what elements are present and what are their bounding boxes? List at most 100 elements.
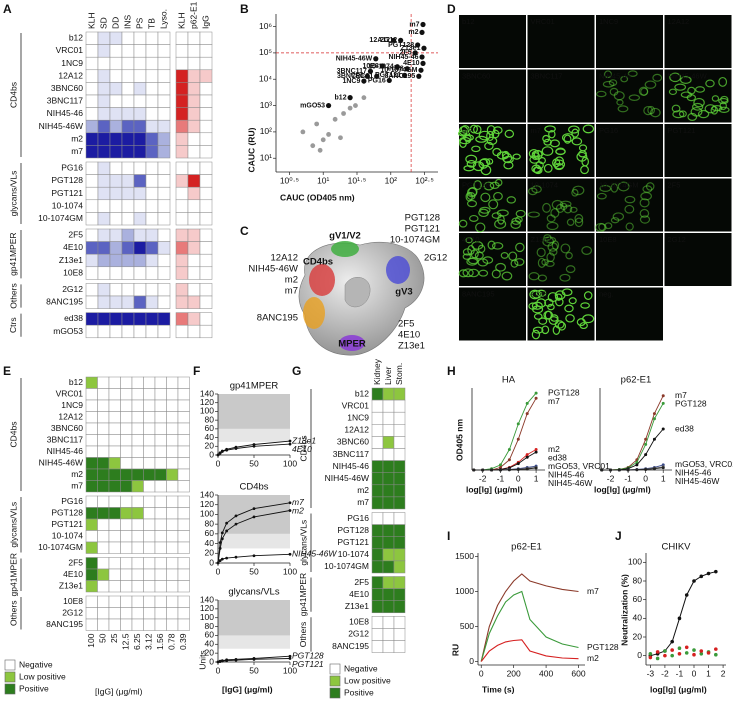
data-point bbox=[320, 137, 326, 143]
heat-cell bbox=[199, 174, 213, 188]
y-tick-label: 20 bbox=[205, 647, 215, 657]
data-point bbox=[498, 468, 502, 472]
heat-cell bbox=[97, 411, 110, 424]
data-point bbox=[252, 444, 256, 448]
cell bbox=[564, 304, 574, 313]
row-label: 2F5 bbox=[68, 558, 83, 568]
heat-cell bbox=[166, 434, 179, 447]
data-point bbox=[347, 105, 353, 111]
cell bbox=[529, 289, 541, 300]
data-point bbox=[525, 455, 529, 459]
heat-cell bbox=[175, 312, 189, 326]
heat-cell bbox=[187, 82, 201, 96]
heat-cell bbox=[131, 445, 144, 458]
heat-cell bbox=[85, 557, 98, 570]
column-label: Lyso. bbox=[158, 9, 168, 29]
heat-cell bbox=[120, 618, 133, 631]
heat-cell bbox=[108, 580, 121, 593]
cell bbox=[679, 76, 692, 84]
heat-cell bbox=[175, 119, 189, 134]
heat-cell bbox=[133, 241, 147, 255]
heat-cell bbox=[109, 312, 123, 326]
cell bbox=[514, 258, 525, 266]
axis-label: CAUC (RU) bbox=[246, 127, 256, 172]
heat-cell bbox=[145, 132, 159, 146]
data-point bbox=[652, 467, 656, 471]
heat-cell bbox=[157, 266, 171, 280]
cell bbox=[500, 252, 509, 259]
heat-cell bbox=[166, 580, 179, 593]
antibody-label: 12A12 bbox=[271, 253, 298, 264]
data-point bbox=[326, 132, 331, 137]
data-point bbox=[225, 556, 229, 560]
heat-cell bbox=[97, 82, 111, 96]
heat-cell bbox=[145, 212, 159, 226]
cell bbox=[568, 297, 577, 305]
x-tick-label: 10¹ bbox=[317, 175, 329, 185]
heat-cell bbox=[143, 468, 156, 481]
row-label: NIH45-46W bbox=[39, 121, 83, 131]
cell bbox=[547, 292, 559, 303]
heat-cell bbox=[133, 94, 147, 108]
x-tick-label: 0 bbox=[216, 566, 221, 576]
shade-band bbox=[218, 533, 290, 549]
cell bbox=[465, 236, 473, 244]
heat-cell bbox=[85, 253, 99, 268]
cell bbox=[561, 133, 575, 143]
heat-cell bbox=[85, 228, 99, 242]
y-tick-label: 80 bbox=[633, 575, 643, 585]
data-point bbox=[234, 514, 238, 518]
heat-cell bbox=[187, 199, 201, 213]
data-point bbox=[684, 651, 689, 655]
heat-cell bbox=[371, 496, 384, 510]
x-tick-label: -1 bbox=[676, 668, 684, 678]
heat-cell bbox=[393, 536, 406, 550]
heat-cell bbox=[121, 56, 135, 71]
heat-cell bbox=[175, 253, 189, 268]
heat-cell bbox=[187, 186, 201, 201]
data-point bbox=[635, 460, 639, 464]
cell bbox=[465, 191, 473, 202]
cell bbox=[697, 109, 710, 119]
point-label: NIH45-46W bbox=[336, 56, 373, 63]
heat-cell bbox=[85, 161, 99, 175]
heat-cell bbox=[131, 507, 144, 520]
heat-cell bbox=[121, 107, 135, 121]
heat-cell bbox=[109, 228, 123, 242]
x-tick-label: 0 bbox=[216, 458, 221, 468]
panel-letter: G bbox=[292, 364, 301, 378]
cell bbox=[718, 97, 729, 105]
heat-cell bbox=[382, 536, 395, 550]
heat-cell bbox=[187, 295, 201, 309]
heat-cell bbox=[145, 241, 159, 255]
tile-label: 3BNC117 bbox=[531, 71, 563, 80]
cell bbox=[574, 217, 584, 228]
y-tick-label: 140 bbox=[200, 489, 214, 499]
x-tick-label: 0 bbox=[692, 668, 697, 678]
heat-cell bbox=[177, 530, 190, 543]
heat-cell bbox=[133, 69, 147, 83]
heat-cell bbox=[85, 31, 99, 45]
y-tick-label: 10³ bbox=[260, 100, 272, 110]
x-tick-label: 1 bbox=[706, 668, 711, 678]
shade-band bbox=[218, 635, 290, 649]
data-point bbox=[288, 509, 292, 512]
heat-cell bbox=[157, 132, 171, 146]
data-point bbox=[412, 50, 418, 56]
point-label: 4E10 bbox=[403, 60, 419, 67]
data-point bbox=[252, 554, 256, 558]
heat-cell bbox=[85, 212, 99, 226]
heat-cell bbox=[177, 388, 190, 401]
heat-cell bbox=[108, 422, 121, 435]
series-label: PGT128 bbox=[675, 398, 707, 408]
cell bbox=[543, 138, 552, 146]
tile-label: Z13e1 bbox=[531, 235, 552, 244]
cell bbox=[583, 291, 593, 300]
data-point bbox=[314, 121, 320, 127]
cell bbox=[576, 318, 586, 327]
heat-cell bbox=[97, 56, 111, 71]
heat-cell bbox=[131, 434, 144, 447]
micrograph bbox=[527, 15, 595, 68]
row-label: 8ANC195 bbox=[46, 619, 83, 629]
heat-cell bbox=[199, 312, 213, 326]
